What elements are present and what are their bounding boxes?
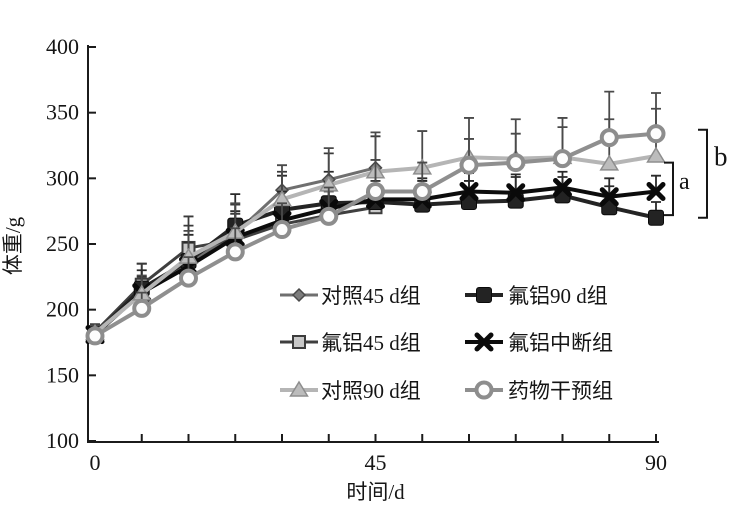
- drug-intervention-marker: [553, 149, 572, 169]
- y-axis: 100 150 200 250 300 350 400: [46, 34, 96, 453]
- legend-label-fa-interrupted: 氟铝中断组: [508, 331, 613, 355]
- drug-intervention-marker: [459, 155, 479, 175]
- legend-item-fa-45d: 氟铝45 d组: [280, 331, 421, 355]
- drug-intervention-marker: [179, 268, 198, 288]
- drug-intervention-marker: [599, 128, 619, 148]
- drug-intervention-marker: [506, 153, 526, 173]
- series-drug-intervention: [85, 90, 666, 346]
- fa-interrupted-marker: [553, 178, 572, 198]
- fa-interrupted-marker: [474, 332, 494, 352]
- legend-label-control-90d: 对照90 d组: [321, 379, 421, 403]
- drug-intervention-marker: [319, 206, 339, 226]
- drug-intervention-marker: [646, 124, 666, 144]
- x-tick-label-45: 45: [365, 450, 387, 475]
- drug-intervention-marker: [366, 181, 385, 201]
- legend-item-fa-90d: 氟铝90 d组: [465, 284, 608, 308]
- x-tick-label-0: 0: [90, 450, 101, 475]
- control-90d-marker: [646, 146, 666, 163]
- fa-interrupted-marker: [646, 181, 666, 201]
- legend-label-control-45d: 对照45 d组: [321, 284, 421, 308]
- legend-label-fa-45d: 氟铝45 d组: [321, 331, 421, 355]
- x-axis: 0 45 90: [90, 434, 667, 475]
- legend-label-fa-90d: 氟铝90 d组: [508, 284, 608, 308]
- legend-item-drug-intervention: 药物干预组: [465, 379, 613, 403]
- y-axis-label: 体重/g: [1, 216, 25, 275]
- legend-item-control-45d: 对照45 d组: [280, 284, 421, 308]
- legend-item-control-90d: 对照90 d组: [280, 379, 421, 403]
- fa-90d-marker: [648, 209, 664, 226]
- y-tick-label-350: 350: [46, 100, 79, 125]
- bracket-b: [698, 128, 708, 219]
- y-tick-label-400: 400: [46, 34, 79, 59]
- fa-interrupted-marker: [506, 183, 526, 203]
- drug-intervention-marker: [132, 298, 152, 318]
- y-tick-label-250: 250: [46, 231, 79, 256]
- bracket-label-a: a: [679, 169, 690, 195]
- fa-90d-marker: [476, 287, 492, 303]
- drug-intervention-marker: [474, 380, 494, 400]
- control-90d-marker: [599, 154, 620, 171]
- x-tick-label-90: 90: [645, 450, 667, 475]
- drug-intervention-marker: [225, 242, 245, 262]
- legend-item-fa-interrupted: 氟铝中断组: [465, 331, 613, 355]
- control-45d-marker: [291, 287, 307, 303]
- bracket-label-b: b: [714, 141, 728, 171]
- x-axis-label: 时间/d: [346, 480, 405, 504]
- drug-intervention-marker: [272, 220, 292, 240]
- fa-interrupted-marker: [459, 181, 479, 201]
- y-tick-label-100: 100: [46, 428, 79, 453]
- drug-intervention-marker: [412, 181, 432, 201]
- y-tick-label-200: 200: [46, 297, 79, 322]
- bracket-a: [664, 161, 674, 217]
- fa-interrupted-marker: [599, 187, 619, 207]
- legend-label-drug-intervention: 药物干预组: [508, 379, 613, 403]
- y-tick-label-300: 300: [46, 165, 79, 190]
- control-90d-marker: [289, 380, 309, 397]
- y-tick-label-150: 150: [46, 362, 79, 387]
- fa-45d-marker: [292, 335, 306, 349]
- drug-intervention-marker: [85, 326, 105, 346]
